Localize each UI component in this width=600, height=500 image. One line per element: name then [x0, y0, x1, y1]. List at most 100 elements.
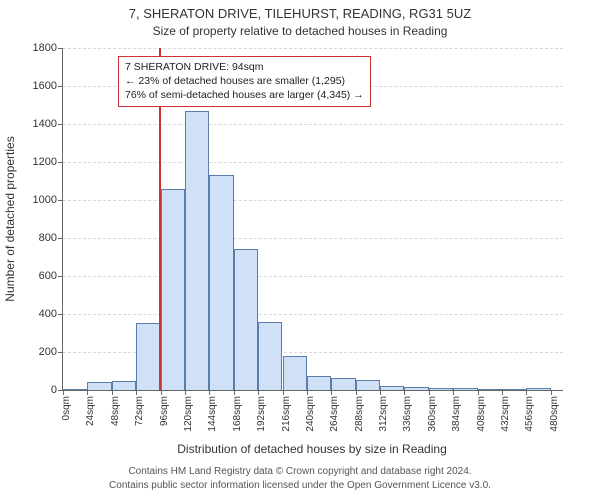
y-tick — [58, 352, 63, 353]
histogram-bar — [283, 356, 307, 390]
histogram-bar — [429, 388, 453, 390]
x-tick-label: 432sqm — [500, 396, 511, 432]
x-tick — [526, 390, 527, 395]
y-axis-label: Number of detached properties — [3, 136, 17, 301]
x-tick-label: 168sqm — [232, 396, 243, 432]
histogram-bar — [404, 387, 428, 390]
x-tick-label: 144sqm — [207, 396, 218, 432]
grid-line — [63, 238, 563, 239]
histogram-bar — [307, 376, 331, 390]
grid-line — [63, 314, 563, 315]
x-tick-label: 288sqm — [354, 396, 365, 432]
histogram-bar — [234, 249, 258, 390]
y-tick — [58, 276, 63, 277]
y-tick-label: 1000 — [33, 194, 57, 206]
x-tick-label: 48sqm — [110, 396, 121, 426]
y-tick — [58, 200, 63, 201]
y-tick-label: 1400 — [33, 118, 57, 130]
grid-line — [63, 276, 563, 277]
x-tick — [209, 390, 210, 395]
x-tick — [185, 390, 186, 395]
chart-title: 7, SHERATON DRIVE, TILEHURST, READING, R… — [0, 6, 600, 21]
histogram-bar — [161, 189, 185, 390]
annotation-box: 7 SHERATON DRIVE: 94sqm ← 23% of detache… — [118, 56, 371, 107]
annotation-line-3: 76% of semi-detached houses are larger (… — [125, 88, 364, 102]
x-tick — [307, 390, 308, 395]
histogram-bar — [112, 381, 136, 390]
annotation-line-1: 7 SHERATON DRIVE: 94sqm — [125, 60, 364, 74]
y-tick-label: 1800 — [33, 42, 57, 54]
grid-line — [63, 48, 563, 49]
y-tick — [58, 86, 63, 87]
chart-subtitle: Size of property relative to detached ho… — [0, 24, 600, 38]
x-tick — [87, 390, 88, 395]
plot-area: 0200400600800100012001400160018000sqm24s… — [62, 48, 563, 391]
x-tick-label: 72sqm — [134, 396, 145, 426]
x-tick-label: 264sqm — [329, 396, 340, 432]
x-tick-label: 360sqm — [427, 396, 438, 432]
x-tick — [283, 390, 284, 395]
y-tick-label: 600 — [39, 270, 57, 282]
grid-line — [63, 124, 563, 125]
y-tick — [58, 314, 63, 315]
x-tick-label: 216sqm — [281, 396, 292, 432]
histogram-bar — [478, 389, 502, 390]
histogram-bar — [63, 389, 87, 390]
histogram-bar — [453, 388, 477, 390]
x-tick — [502, 390, 503, 395]
histogram-bar — [185, 111, 209, 390]
x-tick — [63, 390, 64, 395]
y-tick-label: 400 — [39, 308, 57, 320]
grid-line — [63, 200, 563, 201]
histogram-bar — [258, 322, 282, 390]
y-tick — [58, 124, 63, 125]
histogram-bar — [380, 386, 404, 390]
x-tick-label: 312sqm — [378, 396, 389, 432]
y-tick-label: 200 — [39, 346, 57, 358]
x-tick-label: 120sqm — [183, 396, 194, 432]
histogram-bar — [331, 378, 355, 390]
x-tick-label: 384sqm — [451, 396, 462, 432]
x-tick — [429, 390, 430, 395]
histogram-bar — [87, 382, 111, 390]
histogram-bar — [136, 323, 160, 390]
y-tick — [58, 162, 63, 163]
y-tick-label: 1200 — [33, 156, 57, 168]
x-tick-label: 408sqm — [476, 396, 487, 432]
histogram-bar — [356, 380, 380, 390]
x-tick-label: 24sqm — [85, 396, 96, 426]
x-tick — [234, 390, 235, 395]
x-tick — [136, 390, 137, 395]
y-tick-label: 1600 — [33, 80, 57, 92]
x-tick-label: 480sqm — [549, 396, 560, 432]
y-tick — [58, 238, 63, 239]
x-tick — [551, 390, 552, 395]
footer-copyright: Contains HM Land Registry data © Crown c… — [0, 466, 600, 477]
y-tick-label: 800 — [39, 232, 57, 244]
histogram-bar — [526, 388, 550, 390]
x-axis-label: Distribution of detached houses by size … — [62, 442, 562, 456]
footer-licence: Contains public sector information licen… — [0, 480, 600, 491]
x-tick-label: 96sqm — [159, 396, 170, 426]
x-tick — [453, 390, 454, 395]
grid-line — [63, 162, 563, 163]
y-tick — [58, 48, 63, 49]
x-tick — [356, 390, 357, 395]
x-tick-label: 240sqm — [305, 396, 316, 432]
y-tick-label: 0 — [51, 384, 57, 396]
x-tick — [112, 390, 113, 395]
chart-container: 7, SHERATON DRIVE, TILEHURST, READING, R… — [0, 0, 600, 500]
x-tick — [404, 390, 405, 395]
x-tick-label: 0sqm — [61, 396, 72, 420]
x-tick-label: 336sqm — [402, 396, 413, 432]
x-tick — [258, 390, 259, 395]
x-tick-label: 192sqm — [256, 396, 267, 432]
histogram-bar — [209, 175, 233, 390]
x-tick — [161, 390, 162, 395]
x-tick — [478, 390, 479, 395]
x-tick — [380, 390, 381, 395]
annotation-line-2: ← 23% of detached houses are smaller (1,… — [125, 74, 364, 88]
histogram-bar — [502, 389, 526, 390]
x-tick — [331, 390, 332, 395]
x-tick-label: 456sqm — [524, 396, 535, 432]
